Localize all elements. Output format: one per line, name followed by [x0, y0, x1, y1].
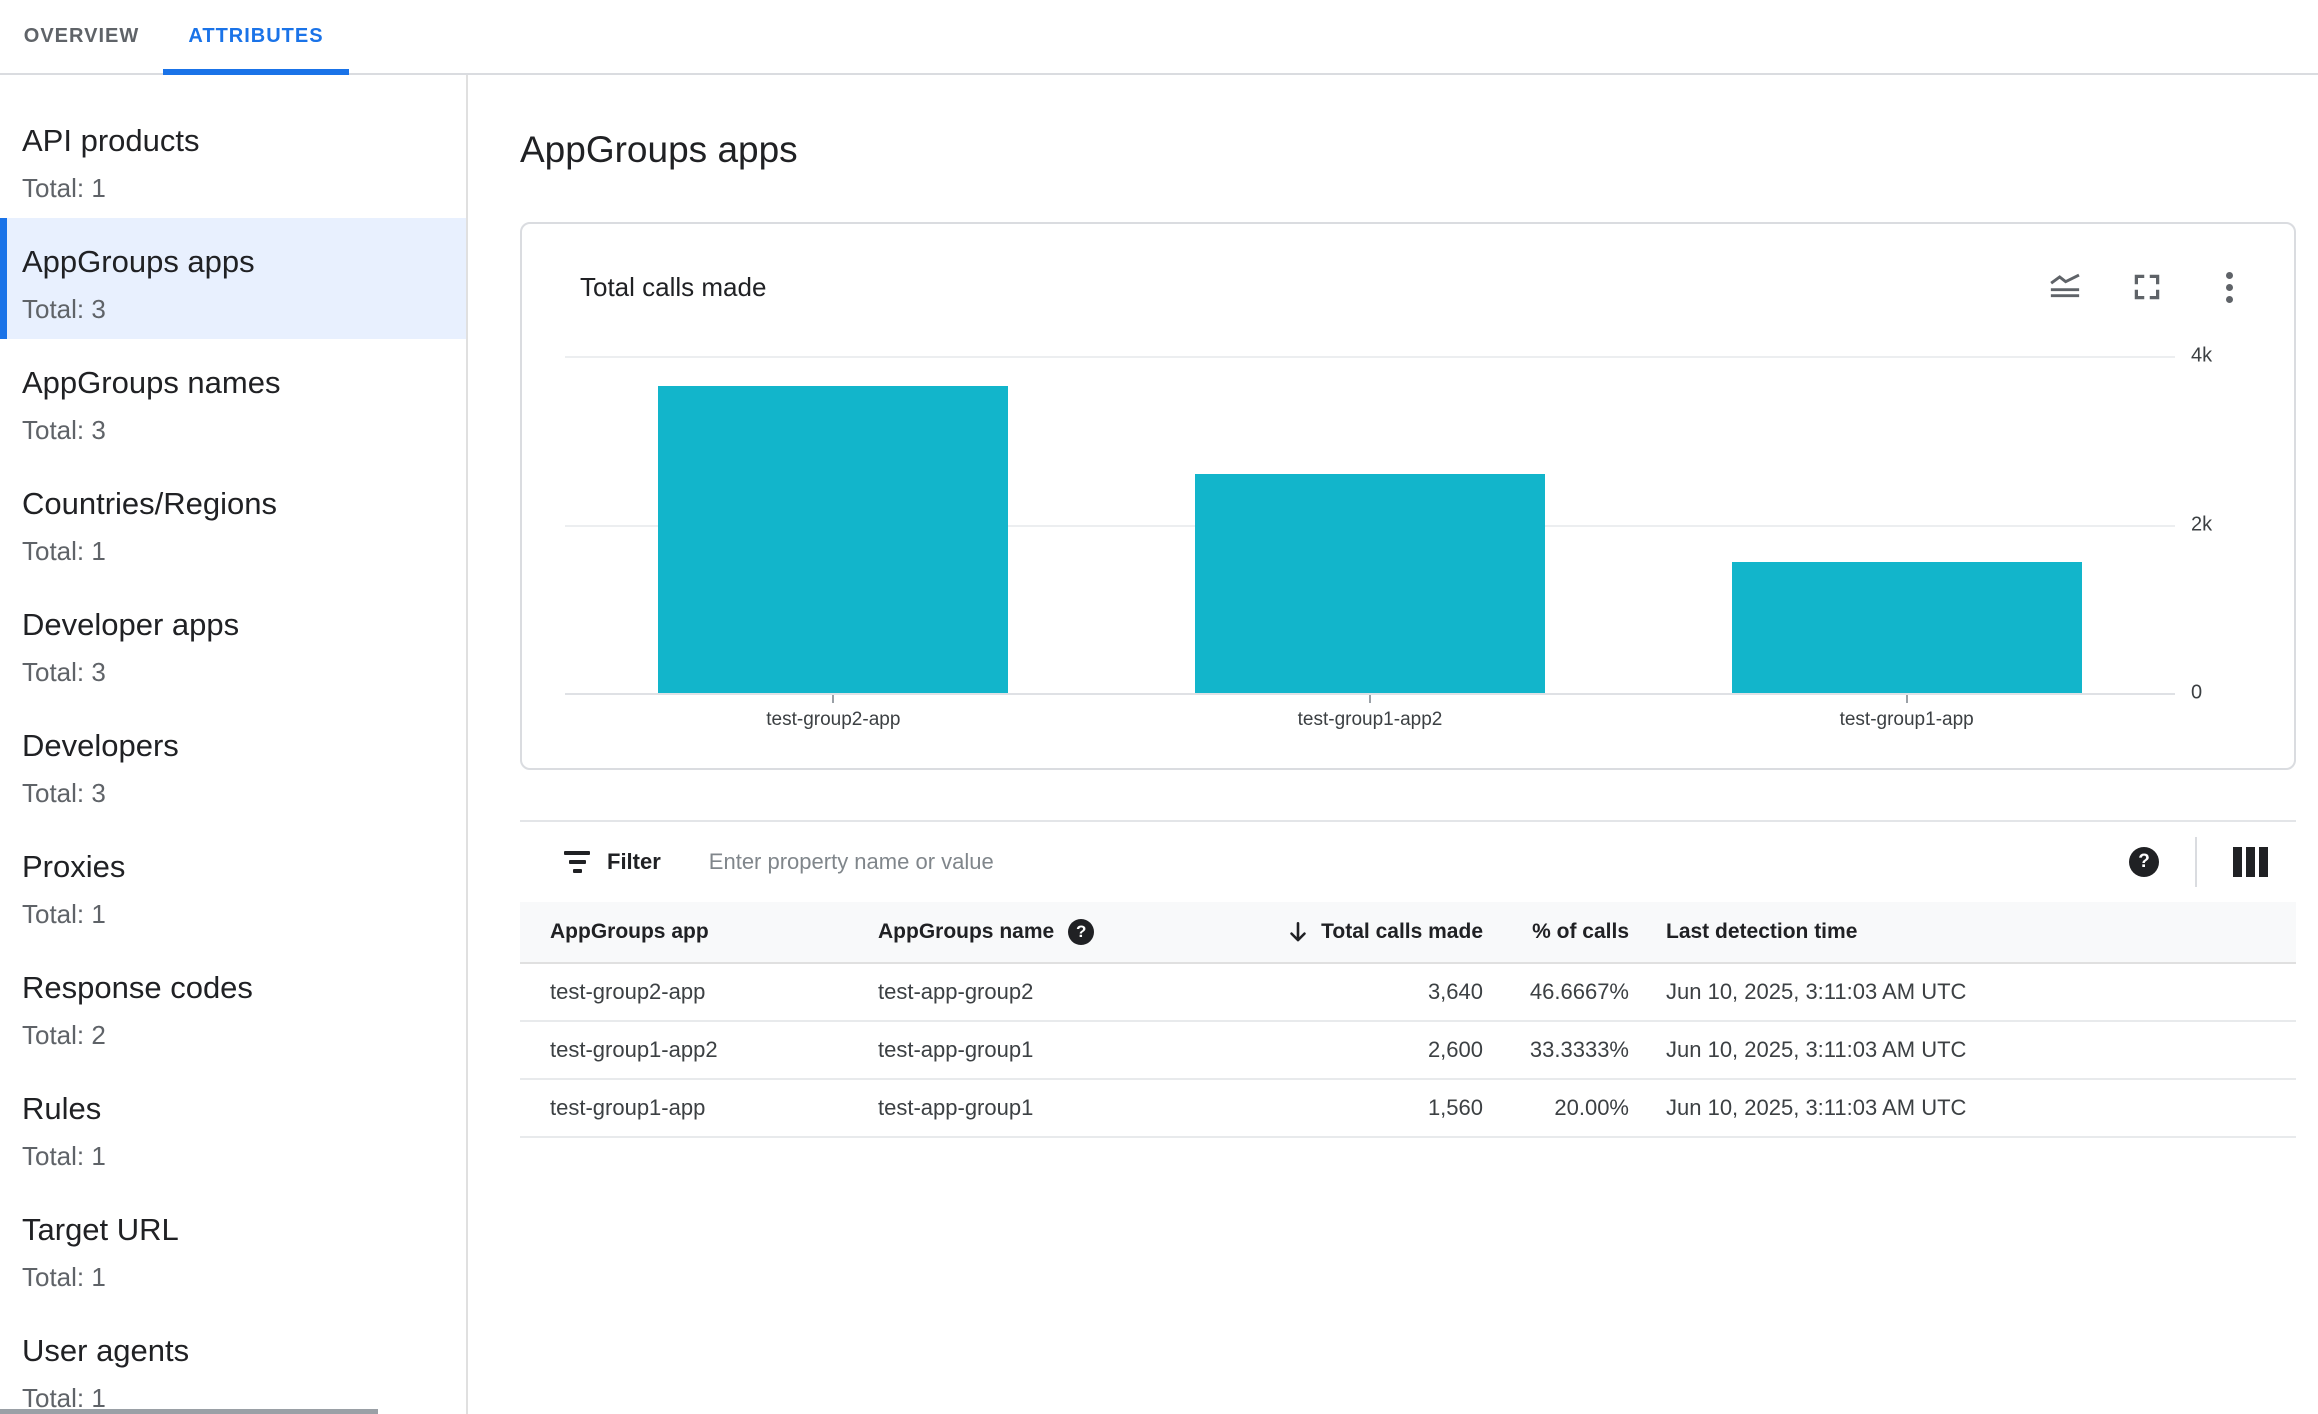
column-header-appgroups-app[interactable]: AppGroups app	[550, 920, 709, 943]
table-cell: test-group1-app	[550, 1095, 706, 1120]
more-vert-icon[interactable]	[2212, 270, 2246, 304]
x-axis-tick	[1369, 695, 1371, 703]
y-axis-label: 2k	[2191, 513, 2213, 535]
sidebar-item-label: AppGroups names	[22, 365, 281, 400]
table-header-row: AppGroups app AppGroups name ? Total cal…	[520, 902, 2296, 964]
table-cell: 46.6667%	[1529, 979, 1629, 1004]
sidebar-item-total: Total: 1	[22, 899, 106, 929]
sidebar-item-label: Developers	[22, 728, 179, 763]
sidebar-item-total: Total: 1	[22, 1383, 106, 1413]
sidebar-scrollbar[interactable]	[0, 1409, 378, 1414]
sidebar-item-countries-regions[interactable]: Countries/Regions Total: 1	[0, 460, 466, 581]
chart-type-icon[interactable]	[2048, 270, 2082, 304]
appgroups-name-help-icon[interactable]: ?	[1068, 919, 1095, 945]
table-cell: Jun 10, 2025, 3:11:03 AM UTC	[1666, 1037, 1967, 1062]
x-axis-label: test-group2-app	[766, 709, 901, 730]
bar-test-group1-app2[interactable]	[1195, 473, 1545, 693]
table-cell: 1,560	[1427, 1095, 1483, 1120]
table-cell: 33.3333%	[1529, 1037, 1629, 1062]
attribute-table-section: Filter ? AppGroups app AppGroups name ?	[520, 820, 2296, 1138]
sidebar-item-total: Total: 2	[22, 1020, 106, 1050]
sidebar-item-rules[interactable]: Rules Total: 1	[0, 1065, 466, 1186]
sidebar-item-label: User agents	[22, 1333, 190, 1368]
column-header-appgroups-name[interactable]: AppGroups name ?	[878, 919, 1203, 945]
x-axis-tick	[1905, 695, 1908, 703]
table-cell: 3,640	[1427, 979, 1483, 1004]
page-title: AppGroups apps	[520, 129, 798, 170]
sidebar-item-total: Total: 1	[22, 173, 106, 203]
bar-test-group1-app[interactable]	[1731, 561, 2082, 693]
total-calls-chart-card: Total calls made	[520, 222, 2296, 770]
table-cell: test-app-group2	[878, 979, 1034, 1004]
sidebar-item-developers[interactable]: Developers Total: 3	[0, 702, 466, 823]
table-cell: Jun 10, 2025, 3:11:03 AM UTC	[1666, 1095, 1967, 1120]
bar-test-group2-app[interactable]	[658, 386, 1009, 693]
table-row[interactable]: test-group1-app test-app-group1 1,560 20.00…	[520, 1080, 2296, 1138]
chart-title: Total calls made	[580, 272, 767, 302]
sidebar-item-total: Total: 1	[22, 1262, 106, 1292]
sidebar-item-total: Total: 3	[22, 415, 106, 445]
filter-row: Filter ?	[520, 822, 2296, 902]
sidebar-item-label: Developer apps	[22, 607, 240, 642]
table-row[interactable]: test-group1-app2 test-app-group1 2,600 33.3…	[520, 1022, 2296, 1080]
sidebar-item-response-codes[interactable]: Response codes Total: 2	[0, 944, 466, 1065]
sidebar-item-total: Total: 3	[22, 657, 106, 687]
sidebar-item-label: Countries/Regions	[22, 486, 278, 521]
sidebar-item-label: Target URL	[22, 1212, 179, 1247]
table-row[interactable]: test-group2-app test-app-group2 3,640 46.66…	[520, 964, 2296, 1022]
sidebar-item-developer-apps[interactable]: Developer apps Total: 3	[0, 581, 466, 702]
y-axis-label: 0	[2191, 681, 2203, 704]
filter-icon	[563, 851, 591, 873]
sidebar-item-user-agents[interactable]: User agents Total: 1	[0, 1307, 466, 1414]
gridline	[565, 356, 2175, 358]
sidebar-item-label: Response codes	[22, 970, 253, 1005]
table-cell: test-app-group1	[878, 1095, 1034, 1120]
main-panel: AppGroups apps Total calls made	[468, 75, 2318, 1414]
table-cell: 2,600	[1427, 1037, 1483, 1062]
attributes-sidebar: API products Total: 1 AppGroups apps Total:…	[0, 75, 468, 1414]
column-selector-icon[interactable]	[2233, 847, 2268, 877]
sidebar-item-total: Total: 1	[22, 536, 106, 566]
table-cell: test-group2-app	[550, 979, 706, 1004]
table-cell: test-group1-app2	[550, 1037, 718, 1062]
sidebar-item-total: Total: 3	[22, 294, 106, 324]
filter-input[interactable]	[708, 849, 2129, 875]
sidebar-item-appgroups-names[interactable]: AppGroups names Total: 3	[0, 339, 466, 460]
sidebar-item-label: AppGroups apps	[22, 244, 255, 279]
x-axis-label: test-group1-app2	[1297, 709, 1443, 730]
tab-bar: OVERVIEW ATTRIBUTES	[0, 0, 2318, 75]
filter-label: Filter	[607, 849, 661, 874]
sidebar-item-total: Total: 3	[22, 778, 106, 808]
sort-descending-icon	[1285, 919, 1311, 945]
sidebar-item-label: Rules	[22, 1091, 102, 1126]
fullscreen-icon[interactable]	[2130, 270, 2164, 304]
sidebar-item-label: API products	[22, 123, 200, 158]
sidebar-item-total: Total: 1	[22, 1141, 106, 1171]
tab-attributes[interactable]: ATTRIBUTES	[163, 0, 349, 75]
column-header-total-calls[interactable]: Total calls made	[1203, 919, 1483, 945]
filter-divider	[2195, 837, 2197, 887]
filter-help-icon[interactable]: ?	[2129, 847, 2159, 877]
x-axis-tick	[832, 695, 835, 703]
sidebar-item-proxies[interactable]: Proxies Total: 1	[0, 823, 466, 944]
table-cell: Jun 10, 2025, 3:11:03 AM UTC	[1666, 979, 1967, 1004]
sidebar-item-appgroups-apps[interactable]: AppGroups apps Total: 3	[0, 218, 466, 339]
x-axis-label: test-group1-app	[1839, 709, 1974, 730]
table-cell: 20.00%	[1554, 1095, 1629, 1120]
bar-chart: 4k 2k 0 test-group2-app test-group1-app2 test…	[565, 345, 2212, 730]
column-header-pct-calls[interactable]: % of calls	[1532, 920, 1629, 943]
sidebar-item-label: Proxies	[22, 849, 126, 884]
tab-overview[interactable]: OVERVIEW	[23, 25, 140, 47]
sidebar-item-target-url[interactable]: Target URL Total: 1	[0, 1186, 466, 1307]
table-cell: test-app-group1	[878, 1037, 1034, 1062]
y-axis-label: 4k	[2191, 344, 2213, 367]
column-header-last-detection[interactable]: Last detection time	[1666, 920, 1858, 943]
sidebar-item-api-products[interactable]: API products Total: 1	[0, 97, 466, 218]
